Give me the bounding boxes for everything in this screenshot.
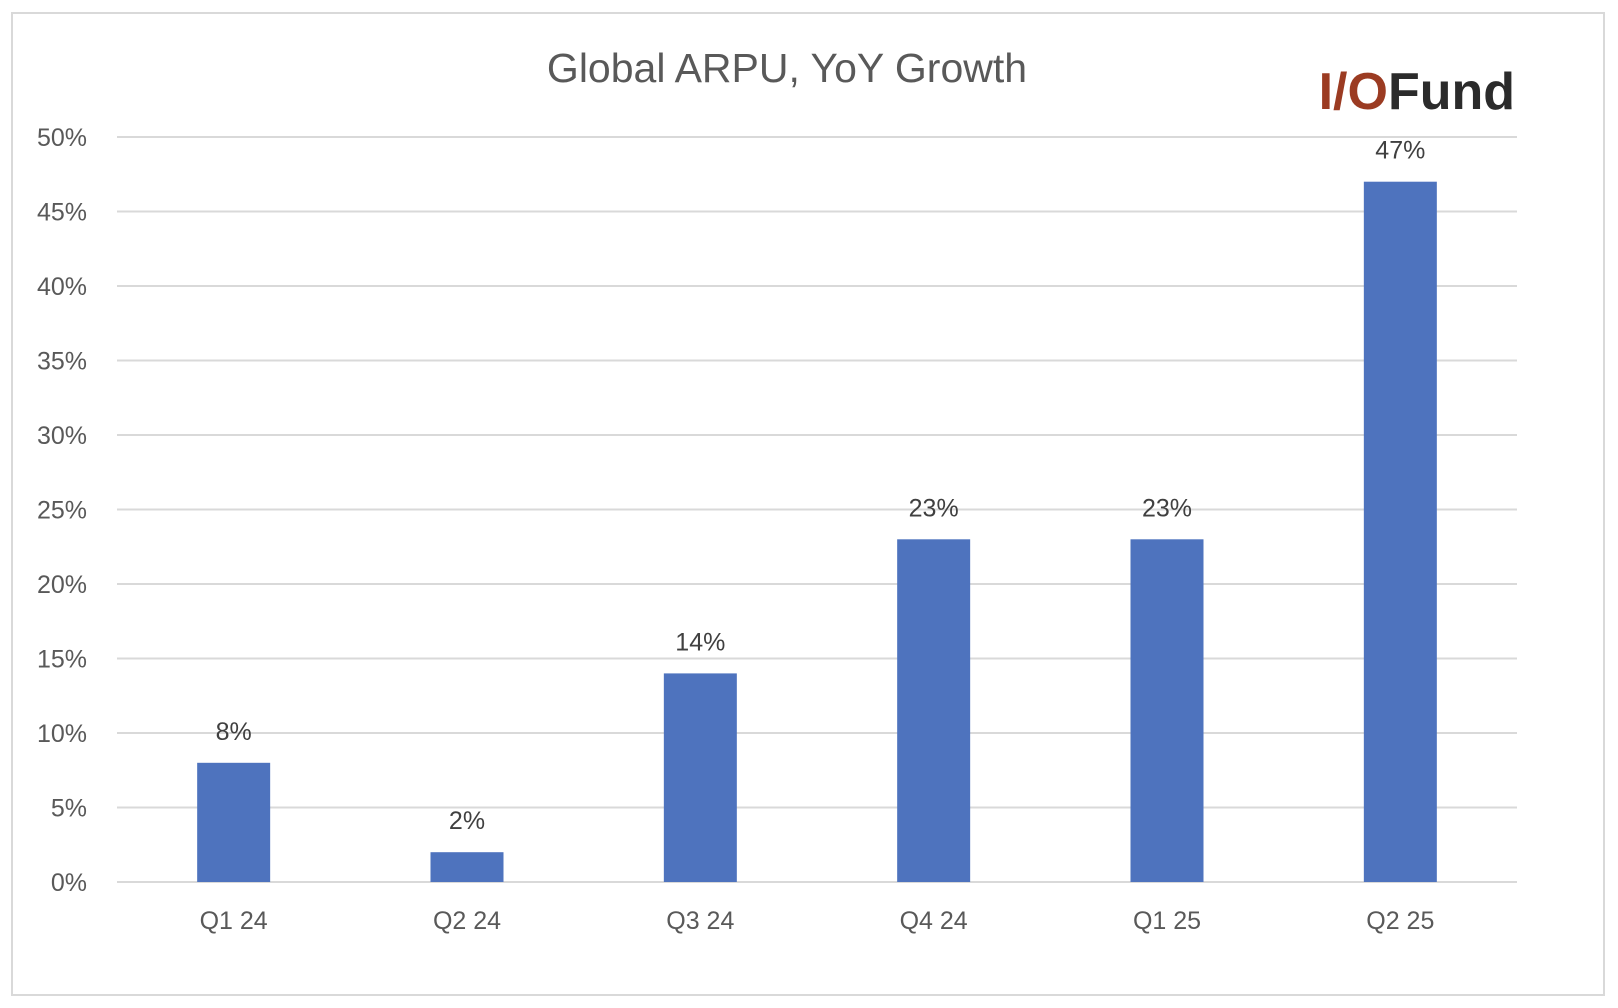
data-label: 14% (675, 628, 725, 656)
bars (197, 181, 1437, 882)
bar-q1-24 (197, 762, 271, 882)
bar-q1-25 (1130, 539, 1204, 882)
bar-q2-25 (1363, 181, 1437, 882)
x-tick-label: Q4 24 (900, 907, 968, 935)
y-tick-label: 10% (37, 720, 87, 748)
y-tick-label: 35% (37, 348, 87, 376)
bar-q3-24 (663, 673, 737, 882)
io-fund-logo: I/OFund (1319, 63, 1515, 121)
gridlines (117, 136, 1517, 883)
data-labels: 8% 2% 14% 23% 23% 47% (216, 137, 1426, 836)
bar-q4-24 (897, 539, 971, 882)
x-tick-label: Q2 25 (1366, 907, 1434, 935)
x-tick-label: Q1 25 (1133, 907, 1201, 935)
y-tick-label: 40% (37, 273, 87, 301)
bar-q2-24 (430, 852, 504, 882)
y-tick-label: 30% (37, 422, 87, 450)
chart-title: Global ARPU, YoY Growth (547, 45, 1027, 91)
logo-io-text: I/O (1319, 63, 1388, 121)
data-label: 2% (449, 807, 485, 835)
y-tick-label: 45% (37, 199, 87, 227)
bar-chart: Global ARPU, YoY Growth I/OFund 0% 5% 10% 1… (37, 45, 1517, 935)
y-tick-label: 0% (51, 869, 87, 897)
y-axis-tick-labels: 0% 5% 10% 15% 20% 25% 30% 35% 40% 45% 50% (37, 124, 87, 897)
data-label: 8% (216, 718, 252, 746)
chart-frame: Global ARPU, YoY Growth I/OFund 0% 5% 10% 1… (11, 12, 1605, 996)
data-label: 23% (909, 494, 959, 522)
x-tick-label: Q3 24 (666, 907, 734, 935)
y-tick-label: 15% (37, 646, 87, 674)
data-label: 23% (1142, 494, 1192, 522)
x-tick-label: Q1 24 (200, 907, 268, 935)
data-label: 47% (1375, 137, 1425, 165)
y-tick-label: 5% (51, 795, 87, 823)
x-tick-label: Q2 24 (433, 907, 501, 935)
x-axis-tick-labels: Q1 24 Q2 24 Q3 24 Q4 24 Q1 25 Q2 25 (200, 907, 1435, 935)
y-tick-label: 25% (37, 497, 87, 525)
logo-fund-text: Fund (1388, 63, 1515, 121)
y-tick-label: 20% (37, 571, 87, 599)
y-tick-label: 50% (37, 124, 87, 152)
